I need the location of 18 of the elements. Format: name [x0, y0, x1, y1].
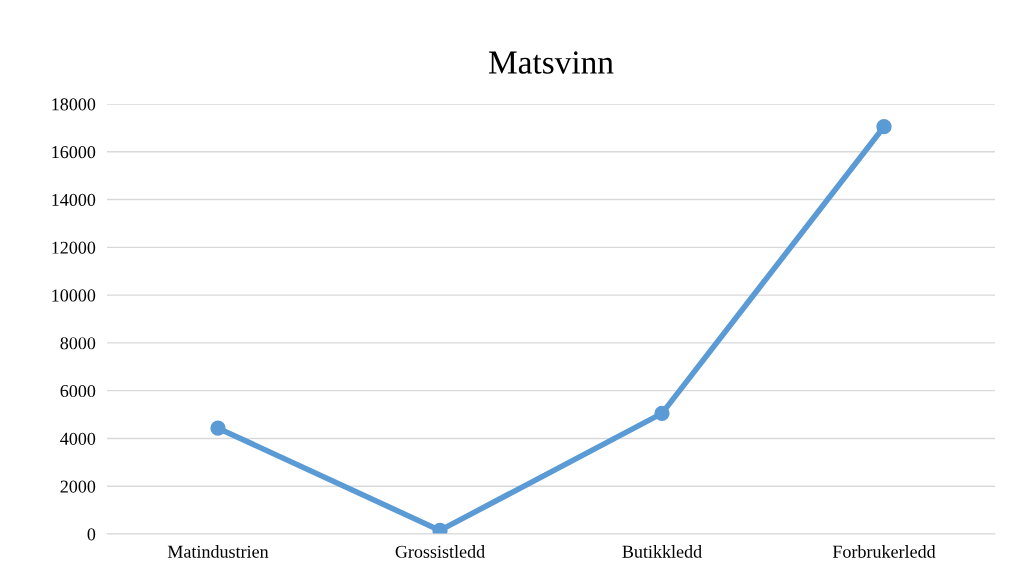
y-tick-label: 0	[87, 528, 96, 541]
point	[654, 405, 670, 422]
x-tick-label: Grossistledd	[395, 545, 485, 558]
chart-title: Matsvinn	[488, 51, 614, 74]
point	[876, 119, 892, 135]
y-tick-label: 14000	[52, 193, 96, 206]
y-tick-label: 18000	[52, 98, 96, 111]
x-tick-label: Forbrukerledd	[832, 545, 936, 558]
y-tick-label: 10000	[52, 289, 96, 302]
x-tick-label: Butikkledd	[622, 545, 702, 558]
point	[210, 420, 226, 436]
y-tick-label: 4000	[60, 432, 96, 445]
y-tick-label: 12000	[52, 241, 96, 254]
y-tick-label: 8000	[60, 337, 96, 350]
y-tick-label: 2000	[60, 480, 96, 493]
y-tick-label: 6000	[60, 384, 96, 398]
x-tick-label: Matindustrien	[167, 545, 269, 558]
y-tick-label: 16000	[52, 146, 96, 159]
